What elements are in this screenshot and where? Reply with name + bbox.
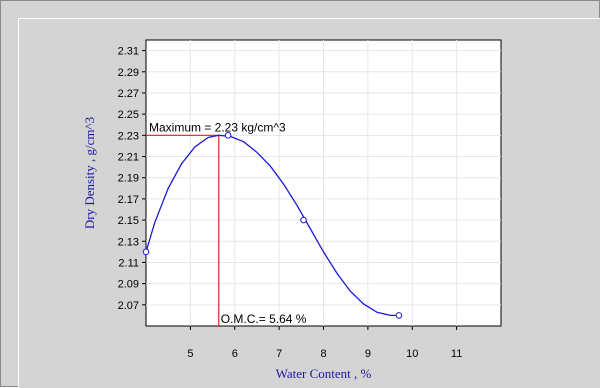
- data-point: [395, 312, 403, 319]
- omc-annotation: O.M.C.= 5.64 %: [221, 312, 307, 326]
- y-tick-label: 2.07: [118, 300, 139, 312]
- x-tick-label: 11: [451, 348, 462, 360]
- y-tick-label: 2.15: [118, 215, 139, 227]
- y-tick-label: 2.23: [118, 130, 139, 142]
- grid-lines: [146, 40, 501, 326]
- y-tick-label: 2.29: [118, 67, 139, 79]
- data-point: [142, 248, 150, 256]
- data-point: [224, 132, 232, 139]
- x-tick-label: 7: [276, 348, 282, 360]
- y-tick-label: 2.13: [118, 236, 139, 248]
- y-tick-label: 2.27: [118, 88, 139, 100]
- x-axis-ticks: 5 6 7 8 9 10 11: [187, 326, 462, 360]
- series-group: [142, 132, 403, 319]
- y-tick-label: 2.25: [118, 109, 139, 121]
- y-axis-ticks: 2.07 2.09 2.11 2.13 2.15 2.17 2.19 2.21 2.23 2.25…: [118, 46, 146, 312]
- x-tick-label: 9: [365, 348, 371, 360]
- y-tick-label: 2.11: [118, 257, 139, 269]
- y-tick-label: 2.17: [118, 194, 139, 206]
- x-axis-label: Water Content , %: [276, 366, 372, 381]
- x-tick-label: 8: [320, 348, 326, 360]
- maximum-annotation: Maximum = 2.23 kg/cm^3: [149, 120, 286, 134]
- compaction-curve: [145, 134, 399, 317]
- y-tick-label: 2.31: [118, 46, 139, 58]
- data-point: [300, 216, 307, 224]
- x-tick-label: 10: [406, 348, 418, 360]
- reference-lines: [146, 134, 220, 326]
- y-axis-label: Dry Density , g/cm^3: [82, 117, 97, 229]
- y-tick-label: 2.21: [118, 152, 139, 164]
- x-tick-label: 6: [232, 348, 238, 360]
- y-tick-label: 2.19: [118, 173, 139, 185]
- y-tick-label: 2.09: [118, 279, 139, 291]
- x-tick-label: 5: [187, 348, 193, 360]
